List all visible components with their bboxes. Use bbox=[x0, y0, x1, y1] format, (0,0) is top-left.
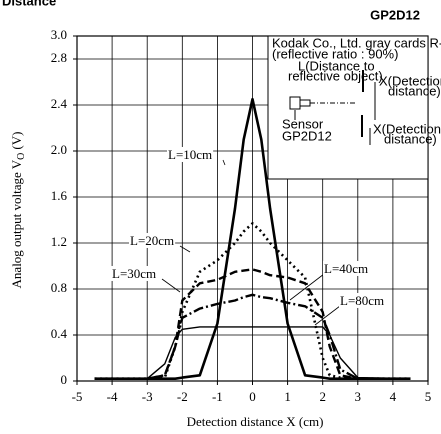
x-axis-label: Detection distance X (cm) bbox=[187, 414, 324, 429]
leader-line bbox=[222, 159, 226, 166]
series-label: L=10cm bbox=[168, 147, 212, 162]
inset-text: distance) bbox=[384, 131, 437, 146]
inset-text: Kodak Co., Ltd. gray cards R-27 bbox=[272, 35, 441, 50]
leader-line bbox=[314, 305, 341, 326]
x-tick-label: 2 bbox=[319, 389, 326, 404]
y-axis-label-sub: O bbox=[16, 153, 27, 160]
y-axis-label: Analog output voltage VO (V) bbox=[9, 132, 27, 289]
x-tick-label: -3 bbox=[142, 389, 153, 404]
series-label: L=40cm bbox=[324, 261, 368, 276]
inset-text: Sensor bbox=[282, 116, 324, 131]
y-tick-label: 0.4 bbox=[51, 326, 68, 341]
y-tick-label: 0.8 bbox=[51, 280, 67, 295]
leader-line bbox=[179, 245, 191, 253]
x-tick-label: 5 bbox=[425, 389, 432, 404]
x-tick-label: -1 bbox=[212, 389, 223, 404]
chart-subtitle: GP2D12 bbox=[370, 7, 420, 22]
series-line bbox=[94, 268, 411, 380]
y-tick-label: 2.0 bbox=[51, 142, 67, 157]
series-line bbox=[94, 326, 411, 380]
y-tick-label: 3.0 bbox=[51, 27, 67, 42]
series-line bbox=[94, 222, 411, 380]
y-tick-label: 1.6 bbox=[51, 188, 68, 203]
y-tick-label: 1.2 bbox=[51, 234, 67, 249]
label-bg bbox=[323, 260, 370, 276]
leader-line bbox=[289, 273, 325, 301]
y-tick-label: 2.8 bbox=[51, 50, 67, 65]
y-tick-label: 0 bbox=[61, 372, 68, 387]
leader-line bbox=[161, 278, 181, 293]
inset-text: L(Distance to bbox=[298, 58, 375, 73]
plot-frame bbox=[76, 35, 429, 382]
series-line bbox=[94, 97, 411, 380]
series-line bbox=[94, 293, 411, 380]
x-tick-label: 1 bbox=[284, 389, 291, 404]
label-bg bbox=[111, 265, 158, 281]
series-label: L=30cm bbox=[112, 266, 156, 281]
inset-text: X(Detection bbox=[373, 121, 441, 136]
series-label: L=80cm bbox=[340, 293, 384, 308]
x-tick-label: 4 bbox=[390, 389, 397, 404]
chart-title: Distance bbox=[2, 0, 56, 8]
series-label: L=20cm bbox=[130, 233, 174, 248]
label-bg bbox=[129, 232, 176, 248]
y-tick-label: 2.4 bbox=[51, 96, 68, 111]
inset-text: X(Detection bbox=[379, 73, 441, 88]
y-axis-label-text: Analog output voltage V bbox=[9, 159, 24, 288]
inset-text: (reflective ratio : 90%) bbox=[272, 46, 398, 61]
label-bg bbox=[339, 292, 386, 308]
inset-text: distance) bbox=[388, 83, 441, 98]
x-tick-label: -4 bbox=[107, 389, 118, 404]
x-tick-label: 3 bbox=[355, 389, 362, 404]
inset-text: GP2D12 bbox=[282, 128, 332, 143]
x-tick-label: 0 bbox=[249, 389, 256, 404]
inset-text: reflective object) bbox=[288, 68, 383, 83]
inset-box bbox=[267, 35, 429, 180]
inset: Kodak Co., Ltd. gray cards R-27(reflecti… bbox=[267, 35, 441, 180]
label-bg bbox=[167, 146, 214, 162]
y-axis-label-unit: (V) bbox=[9, 132, 24, 150]
x-tick-label: -5 bbox=[72, 389, 83, 404]
x-tick-label: -2 bbox=[177, 389, 188, 404]
